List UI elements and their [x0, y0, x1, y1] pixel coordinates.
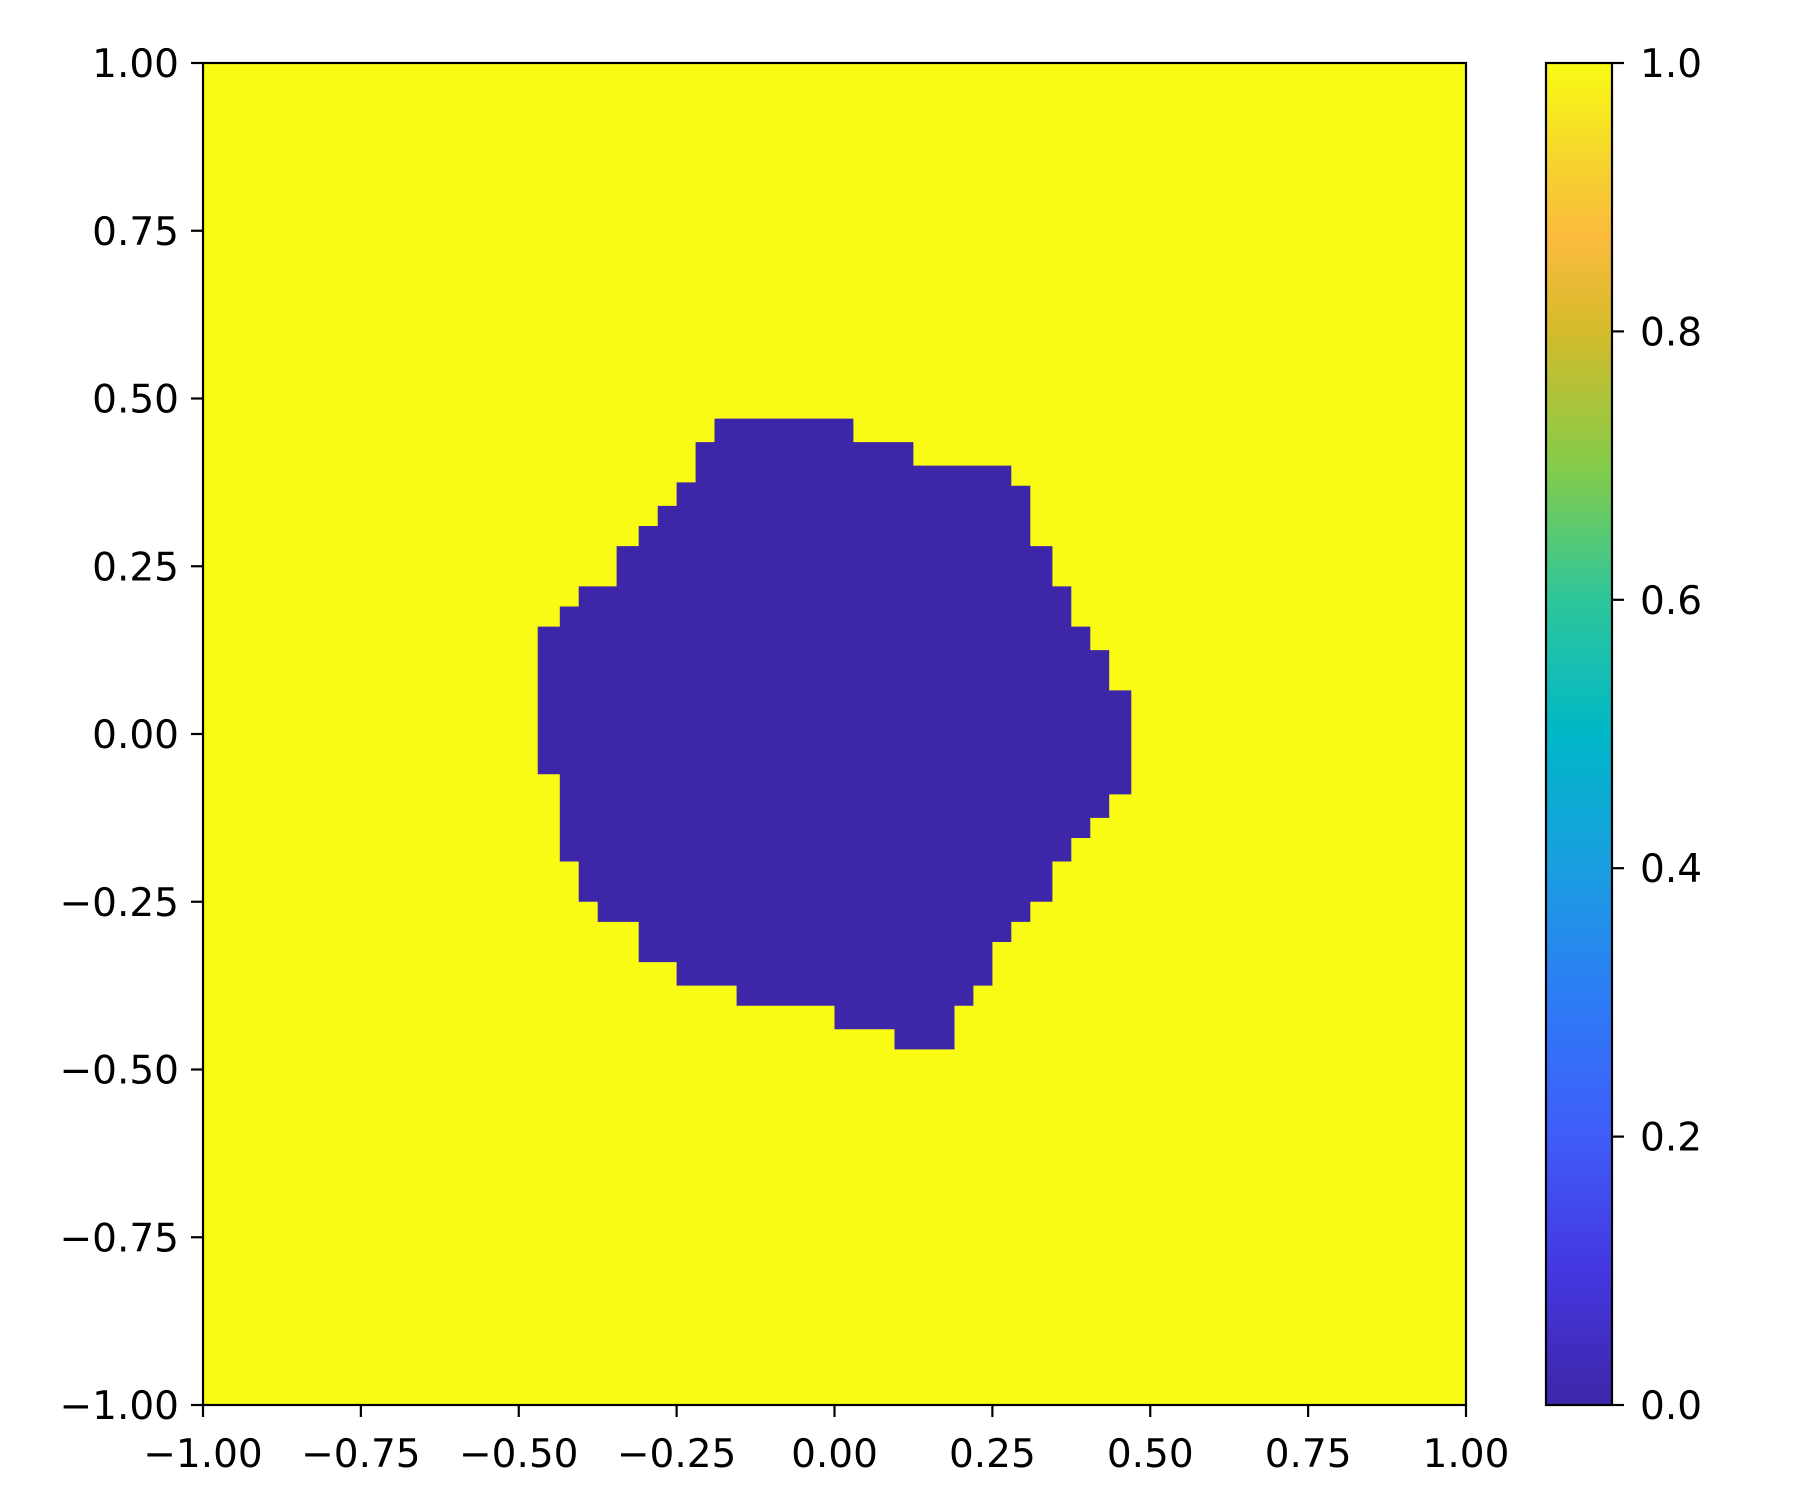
y-tick-label: 0.75 — [92, 210, 179, 255]
colorbar-tick-label: 0.8 — [1640, 310, 1702, 355]
y-tick-label: −0.75 — [59, 1216, 179, 1261]
x-tick-label: 0.75 — [1265, 1432, 1352, 1477]
y-tick-label: −0.50 — [59, 1049, 179, 1094]
colorbar-axis: 0.0 0.2 0.4 0.6 0.8 1.0 — [1612, 42, 1702, 1429]
colorbar-tick-label: 0.4 — [1640, 847, 1702, 892]
y-tick-label: 0.50 — [92, 378, 179, 423]
x-tick-label: −0.25 — [617, 1432, 737, 1477]
y-tick-label: −1.00 — [59, 1384, 179, 1429]
x-tick-label: −0.75 — [301, 1432, 421, 1477]
x-tick-label: −1.00 — [143, 1432, 263, 1477]
colorbar-fill — [1546, 63, 1612, 1405]
y-axis: 1.00 0.75 0.50 0.25 0.00 −0.25 −0.50 −0.75 −1.00 — [59, 42, 203, 1429]
colorbar-tick-label: 0.2 — [1640, 1116, 1702, 1161]
heatmap-region — [537, 418, 1132, 1050]
x-axis: −1.00 −0.75 −0.50 −0.25 0.00 0.25 0.50 0.75 1.00 — [143, 1405, 1509, 1477]
colorbar-tick-label: 0.6 — [1640, 579, 1702, 624]
x-tick-label: −0.50 — [459, 1432, 579, 1477]
colorbar: 0.0 0.2 0.4 0.6 0.8 1.0 — [1544, 42, 1702, 1429]
x-tick-label: 0.50 — [1107, 1432, 1194, 1477]
x-tick-label: 0.25 — [949, 1432, 1036, 1477]
x-tick-label: 1.00 — [1423, 1432, 1510, 1477]
y-tick-label: 1.00 — [92, 42, 179, 87]
colorbar-frame — [1544, 61, 1614, 1407]
colorbar-tick-label: 1.0 — [1640, 42, 1702, 87]
x-tick-label: 0.00 — [791, 1432, 878, 1477]
y-tick-label: 0.25 — [92, 545, 179, 590]
y-tick-label: 0.00 — [92, 713, 179, 758]
y-tick-label: −0.25 — [59, 881, 179, 926]
plot-area — [201, 61, 1468, 1407]
colorbar-tick-label: 0.0 — [1640, 1384, 1702, 1429]
